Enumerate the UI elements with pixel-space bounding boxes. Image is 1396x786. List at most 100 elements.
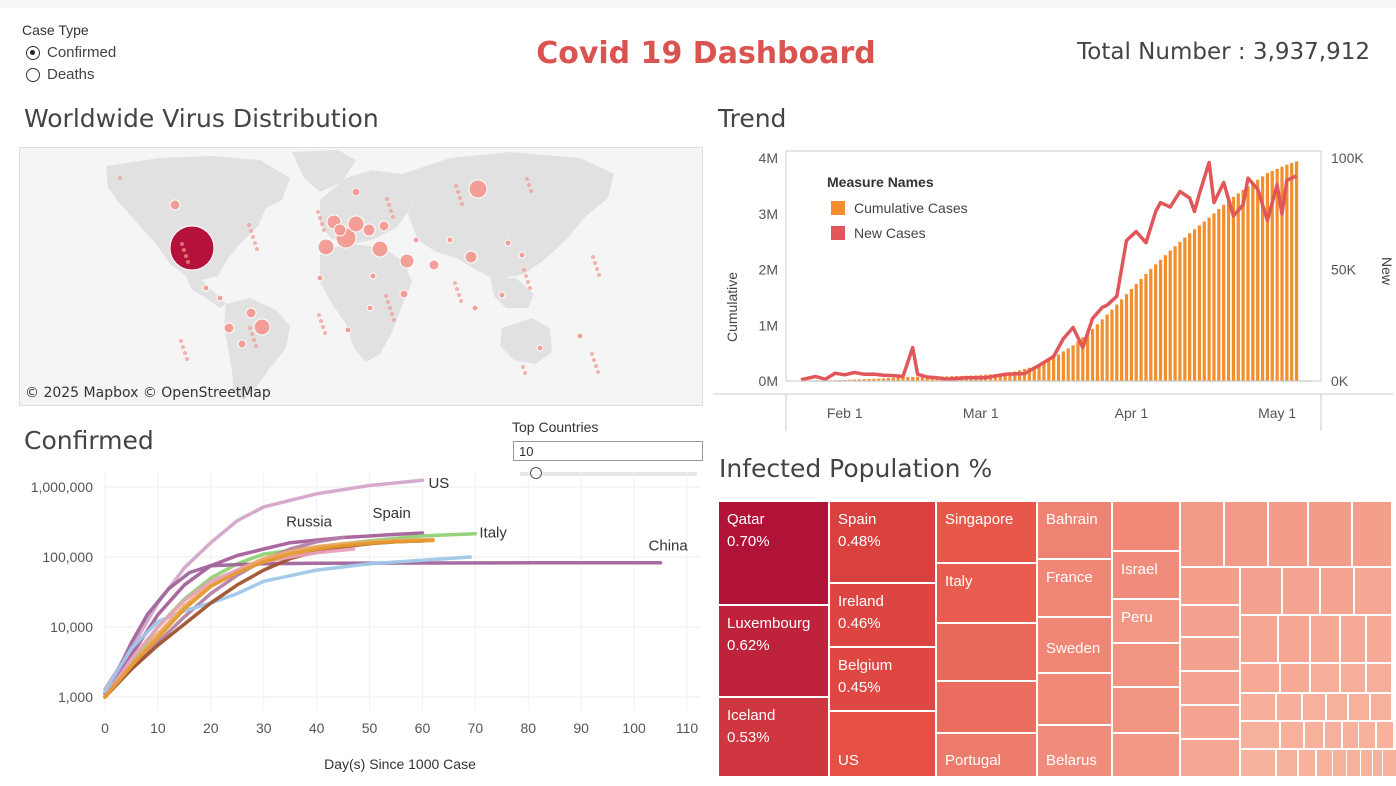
map-bubble[interactable]	[536, 344, 544, 352]
map-bubble-small[interactable]	[455, 287, 459, 291]
map-bubble-small[interactable]	[596, 370, 600, 374]
treemap-cell[interactable]	[1180, 637, 1240, 671]
cumulative-bar[interactable]	[1197, 225, 1201, 381]
cumulative-bar[interactable]	[857, 379, 861, 381]
map-bubble[interactable]	[428, 259, 440, 271]
treemap-cell[interactable]	[1324, 721, 1342, 749]
cumulative-bar[interactable]	[1003, 372, 1007, 381]
treemap-cell[interactable]	[1180, 671, 1240, 705]
cumulative-bar[interactable]	[1052, 357, 1056, 381]
map-bubble-small[interactable]	[247, 223, 251, 227]
map-bubble-small[interactable]	[249, 229, 253, 233]
cumulative-bar[interactable]	[1260, 176, 1265, 381]
map-bubble-small[interactable]	[317, 313, 321, 317]
cumulative-bar[interactable]	[867, 379, 871, 381]
cumulative-bar[interactable]	[1158, 259, 1163, 381]
cumulative-bar[interactable]	[998, 373, 1002, 381]
treemap-cell[interactable]	[1326, 693, 1348, 721]
treemap-cell[interactable]: Israel	[1112, 551, 1180, 599]
cumulative-bar[interactable]	[1188, 233, 1192, 381]
map-bubble-small[interactable]	[590, 352, 594, 356]
map-bubble[interactable]	[399, 289, 409, 299]
map-bubble-small[interactable]	[118, 176, 122, 180]
treemap-cell[interactable]	[1376, 721, 1394, 749]
cumulative-bar[interactable]	[925, 376, 929, 381]
map-bubble-small[interactable]	[323, 331, 327, 335]
treemap-cell[interactable]	[1348, 693, 1370, 721]
treemap-cell[interactable]	[1276, 693, 1302, 721]
cumulative-bar[interactable]	[1037, 364, 1041, 381]
treemap-cell[interactable]: Singapore	[936, 501, 1037, 563]
treemap-cell[interactable]	[1112, 733, 1180, 777]
map-bubble-small[interactable]	[522, 268, 526, 272]
map-bubble-small[interactable]	[322, 228, 326, 232]
map-bubble-small[interactable]	[255, 247, 259, 251]
map-bubble[interactable]	[169, 225, 215, 271]
cumulative-bar[interactable]	[1212, 213, 1216, 381]
map-bubble-small[interactable]	[251, 235, 255, 239]
treemap-cell[interactable]	[1340, 663, 1366, 693]
treemap-cell[interactable]	[1180, 605, 1240, 637]
cumulative-bar[interactable]	[1090, 329, 1095, 381]
treemap-cell[interactable]	[1268, 501, 1308, 567]
map-bubble-small[interactable]	[248, 326, 252, 330]
map-bubble-small[interactable]	[319, 319, 323, 323]
map-bubble[interactable]	[316, 274, 324, 282]
map-bubble[interactable]	[347, 215, 365, 233]
cumulative-bar[interactable]	[1149, 268, 1153, 381]
map-bubble[interactable]	[366, 304, 374, 312]
map-bubble[interactable]	[169, 199, 181, 211]
legend-label-cumulative[interactable]: Cumulative Cases	[854, 200, 968, 216]
cumulative-bar[interactable]	[1018, 370, 1022, 381]
treemap-cell[interactable]	[1112, 501, 1180, 551]
confirmed-series-line[interactable]	[103, 478, 425, 691]
cumulative-bar[interactable]	[862, 379, 866, 381]
map-bubble[interactable]	[253, 318, 271, 336]
treemap-cell[interactable]	[1310, 663, 1340, 693]
treemap-cell[interactable]: US	[829, 711, 936, 777]
map-bubble-small[interactable]	[526, 280, 530, 284]
radio-deaths[interactable]: Deaths	[26, 66, 116, 83]
map-bubble-small[interactable]	[384, 294, 388, 298]
map-bubble[interactable]	[362, 223, 376, 237]
map-bubble-small[interactable]	[318, 216, 322, 220]
treemap-cell[interactable]: Bahrain	[1037, 501, 1112, 559]
map-bubble-small[interactable]	[525, 177, 529, 181]
cumulative-bar[interactable]	[1168, 250, 1172, 381]
top-countries-slider-knob[interactable]	[530, 467, 542, 479]
cumulative-bar[interactable]	[1066, 348, 1070, 381]
cumulative-bar[interactable]	[881, 378, 886, 381]
cumulative-bar[interactable]	[1129, 289, 1133, 381]
cumulative-bar[interactable]	[1013, 371, 1017, 381]
map-bubble[interactable]	[245, 307, 257, 319]
treemap-cell[interactable]: Portugal	[936, 733, 1037, 777]
map-bubble-small[interactable]	[391, 215, 395, 219]
map-bubble-small[interactable]	[457, 293, 461, 297]
map-bubble-small[interactable]	[392, 318, 396, 322]
map-bubble[interactable]	[371, 240, 389, 258]
top-countries-input[interactable]	[513, 441, 703, 461]
cumulative-bar[interactable]	[916, 376, 920, 381]
treemap-cell[interactable]	[1180, 705, 1240, 739]
treemap-cell[interactable]	[1304, 721, 1324, 749]
cumulative-bar[interactable]	[1124, 294, 1129, 381]
treemap-cell[interactable]: Belgium 0.45%	[829, 647, 936, 711]
cumulative-bar[interactable]	[1086, 333, 1090, 381]
map-bubble[interactable]	[317, 238, 335, 256]
cumulative-bar[interactable]	[1144, 273, 1148, 381]
map-bubble-small[interactable]	[184, 254, 188, 258]
top-countries-slider-track[interactable]	[520, 472, 697, 476]
map-bubble[interactable]	[378, 220, 390, 232]
map-bubble-small[interactable]	[594, 364, 598, 368]
cumulative-bar[interactable]	[1110, 309, 1114, 381]
treemap-cell[interactable]: Belarus	[1037, 725, 1112, 777]
map-bubble-small[interactable]	[186, 260, 190, 264]
treemap-cell[interactable]	[1180, 739, 1240, 777]
map-bubble[interactable]	[464, 250, 478, 264]
map-bubble-small[interactable]	[591, 255, 595, 259]
treemap-cell[interactable]	[1370, 693, 1392, 721]
treemap-cell[interactable]: Qatar 0.70%	[718, 501, 829, 605]
treemap-cell[interactable]	[1112, 643, 1180, 687]
treemap-cell[interactable]	[936, 623, 1037, 681]
cumulative-bar[interactable]	[1236, 193, 1240, 381]
